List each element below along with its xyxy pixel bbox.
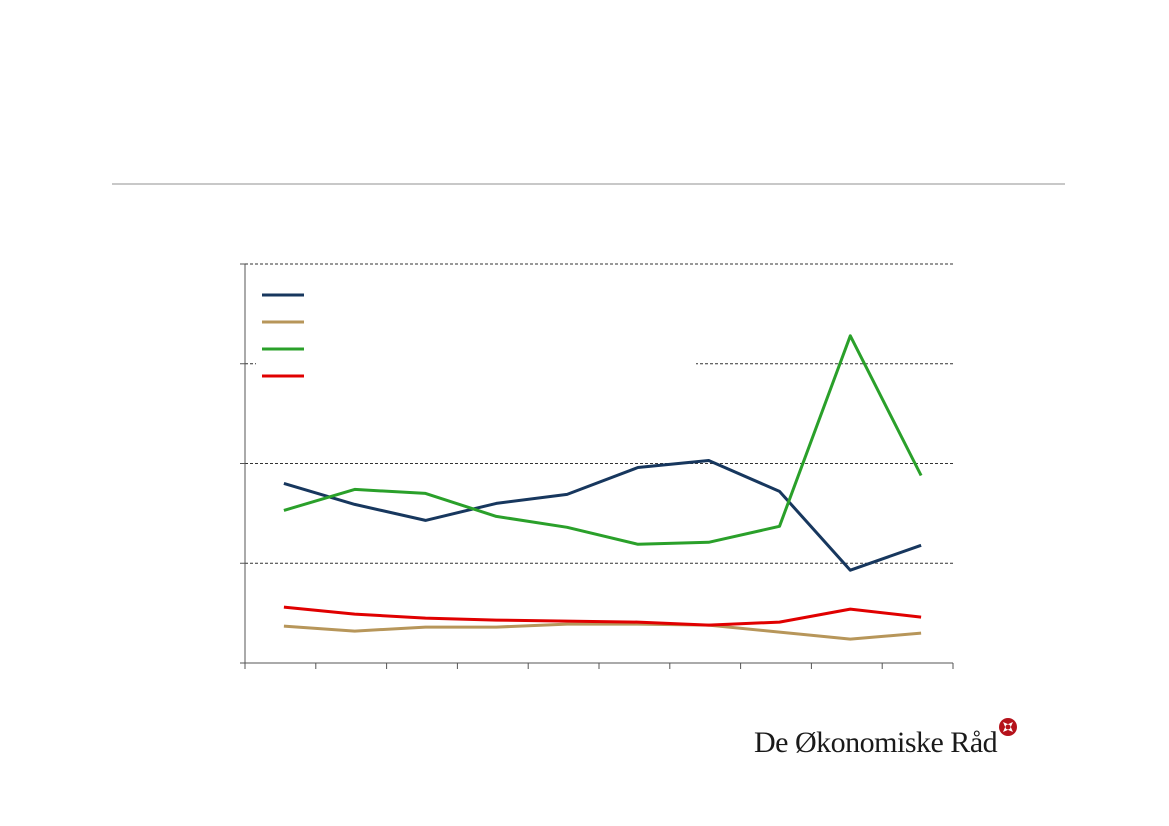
title-divider bbox=[112, 183, 1065, 185]
legend bbox=[256, 282, 696, 382]
brand-logo: De Økonomiske Råd bbox=[754, 715, 1018, 771]
logo-text: De Økonomiske Råd bbox=[754, 726, 998, 759]
axes bbox=[240, 263, 954, 669]
legend-background bbox=[256, 282, 696, 382]
series-line-4 bbox=[283, 605, 922, 627]
series-line-3 bbox=[283, 334, 923, 546]
star-badge-icon bbox=[999, 718, 1018, 736]
series-line-1 bbox=[283, 459, 922, 572]
series-line-2 bbox=[283, 622, 922, 641]
series-lines bbox=[283, 334, 923, 641]
